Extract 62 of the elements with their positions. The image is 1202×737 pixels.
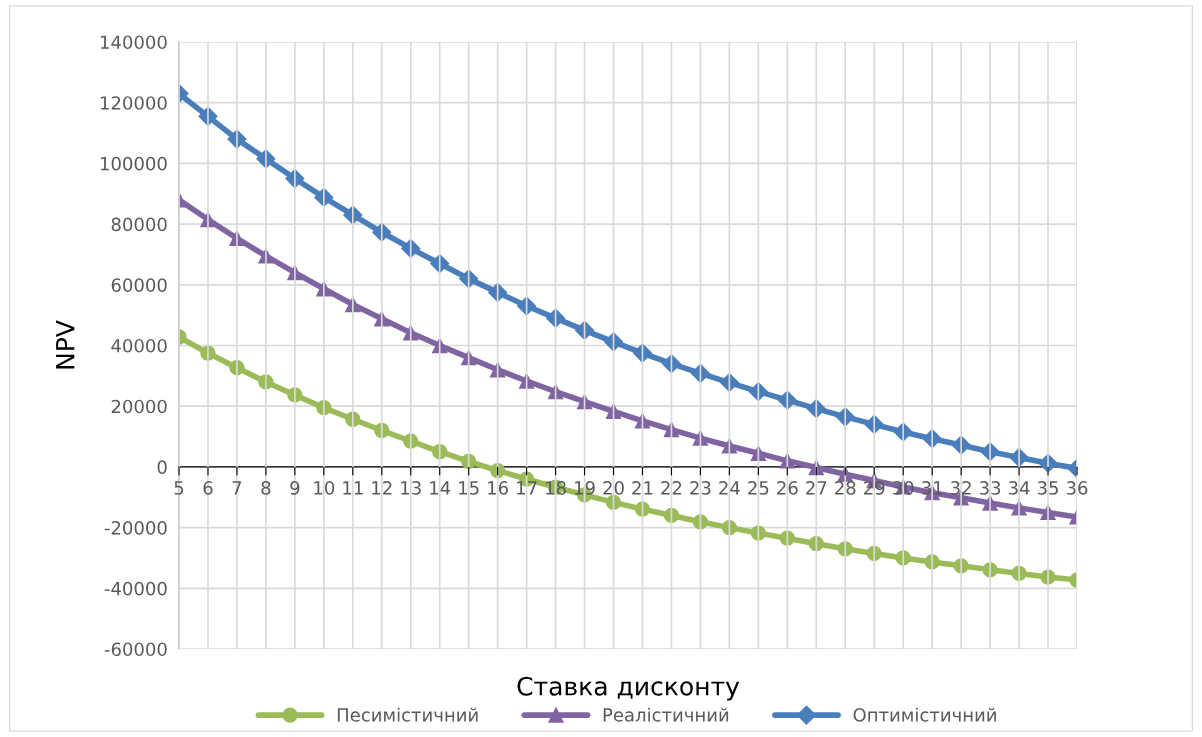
x-tick-label: 6 bbox=[203, 481, 213, 495]
legend-label: Песимістичний bbox=[337, 707, 478, 722]
x-tick-label: 25 bbox=[748, 481, 769, 495]
y-tick-label: 0 bbox=[157, 460, 167, 475]
y-tick-label: -20000 bbox=[104, 521, 167, 535]
y-tick-label: 40000 bbox=[111, 338, 167, 353]
x-tick-label: 5 bbox=[174, 481, 184, 495]
legend-label: Реалістичний bbox=[603, 707, 729, 722]
point bbox=[518, 373, 535, 389]
point bbox=[634, 501, 651, 517]
point bbox=[517, 296, 537, 316]
y-tick-label: 20000 bbox=[111, 399, 167, 414]
y-axis-title: NPV bbox=[56, 320, 75, 369]
x-tick-label: 7 bbox=[232, 481, 242, 495]
x-tick-label: 13 bbox=[401, 481, 421, 495]
point bbox=[603, 332, 624, 352]
y-tick-label: 80000 bbox=[111, 217, 167, 232]
point bbox=[488, 282, 508, 302]
point bbox=[750, 525, 766, 541]
legend-label: Оптимістичний bbox=[853, 707, 996, 722]
x-tick-label: 32 bbox=[951, 481, 971, 495]
x-tick-label: 23 bbox=[690, 481, 711, 495]
x-tick-label: 36 bbox=[1066, 481, 1088, 495]
x-tick-label: 11 bbox=[343, 481, 363, 495]
x-tick-label: 8 bbox=[261, 481, 271, 495]
y-tick-label: 140000 bbox=[100, 35, 167, 50]
point bbox=[692, 430, 709, 446]
x-tick-label: 26 bbox=[777, 481, 798, 495]
point bbox=[661, 354, 681, 374]
x-tick-label: 34 bbox=[1008, 481, 1030, 495]
point bbox=[692, 514, 709, 530]
x-tick-label: 14 bbox=[430, 481, 451, 495]
y-tick-label: 120000 bbox=[100, 96, 167, 110]
x-tick-label: 22 bbox=[661, 481, 682, 495]
point bbox=[748, 382, 768, 402]
point bbox=[632, 343, 653, 363]
point bbox=[663, 507, 680, 524]
point bbox=[490, 462, 506, 479]
y-tick-label: 60000 bbox=[111, 278, 167, 292]
x-tick-label: 21 bbox=[632, 481, 653, 495]
x-tick-label: 12 bbox=[372, 481, 392, 495]
x-tick-label: 28 bbox=[835, 481, 856, 495]
x-tick-label: 10 bbox=[314, 481, 335, 495]
y-tick-label: -60000 bbox=[104, 642, 167, 657]
x-tick-label: 35 bbox=[1037, 481, 1058, 495]
x-tick-label: 16 bbox=[488, 481, 508, 495]
x-tick-label: 15 bbox=[459, 481, 479, 495]
x-tick-label: 17 bbox=[517, 481, 537, 495]
point bbox=[546, 308, 566, 328]
x-tick-label: 20 bbox=[603, 481, 624, 495]
x-tick-label: 24 bbox=[719, 481, 740, 495]
point bbox=[605, 494, 622, 511]
y-tick-label: -40000 bbox=[104, 581, 167, 596]
point bbox=[575, 320, 595, 340]
x-axis-title: Ставка дисконту bbox=[517, 676, 740, 701]
x-tick-label: 27 bbox=[806, 481, 827, 495]
x-tick-label: 33 bbox=[979, 481, 1001, 495]
point bbox=[721, 438, 738, 454]
point bbox=[750, 445, 766, 461]
x-tick-label: 9 bbox=[290, 481, 300, 495]
point bbox=[721, 519, 738, 536]
y-tick-label: 100000 bbox=[100, 156, 167, 171]
